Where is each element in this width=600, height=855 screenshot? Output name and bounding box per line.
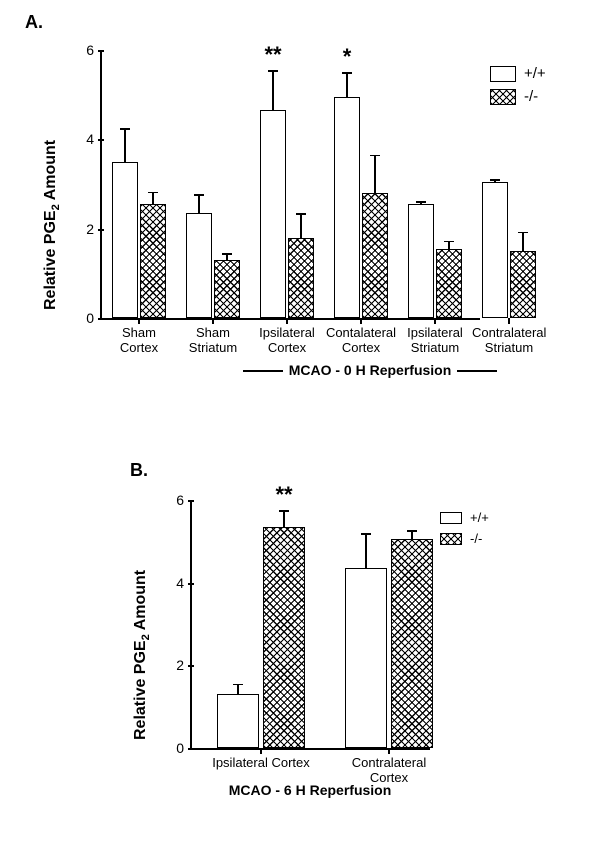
legend-item-wt-b: +/+ xyxy=(440,510,489,525)
chart-b-plot-area: 0246Ipsilateral Cortex**Contralateral Co… xyxy=(190,500,430,750)
x-group-label: Ipsilateral Cortex xyxy=(207,748,315,771)
chart-a-plot-area: 0246ShamCortexShamStriatumIpsilateralCor… xyxy=(100,50,480,320)
y-tick: 2 xyxy=(176,657,192,673)
significance-marker: ** xyxy=(258,42,288,68)
error-bar xyxy=(365,533,367,568)
legend-swatch-plain xyxy=(490,66,516,82)
y-tick: 0 xyxy=(176,740,192,756)
bar xyxy=(408,204,434,318)
bar xyxy=(288,238,314,318)
legend-swatch-plain-b xyxy=(440,512,462,524)
bar xyxy=(260,110,286,318)
error-bar xyxy=(522,232,524,251)
error-bar xyxy=(346,72,348,97)
bar xyxy=(263,527,305,748)
chart-b-ylabel: Relative PGE2 Amount xyxy=(132,570,152,740)
legend-swatch-hatched-b xyxy=(440,533,462,545)
bar xyxy=(140,204,166,318)
bar xyxy=(334,97,360,318)
chart-a-legend: +/+ -/- xyxy=(490,65,546,111)
error-bar xyxy=(374,155,376,193)
chart-b-subcaption: MCAO - 6 H Reperfusion xyxy=(190,782,430,798)
chart-a-subcaption: MCAO - 0 H Reperfusion xyxy=(210,362,530,378)
legend-label-wt: +/+ xyxy=(524,65,546,82)
error-bar xyxy=(283,510,285,527)
bar xyxy=(186,213,212,318)
error-bar xyxy=(420,201,422,204)
bar xyxy=(345,568,387,748)
error-bar xyxy=(198,194,200,213)
y-tick: 2 xyxy=(86,221,102,237)
error-bar xyxy=(152,192,154,205)
bar xyxy=(436,249,462,318)
legend-swatch-hatched xyxy=(490,89,516,105)
chart-b-legend: +/+ -/- xyxy=(440,510,489,552)
x-group-label: ShamCortex xyxy=(102,318,176,356)
x-group-label: ShamStriatum xyxy=(176,318,250,356)
significance-marker: ** xyxy=(269,482,299,508)
bar xyxy=(391,539,433,748)
legend-label-ko-b: -/- xyxy=(470,531,482,546)
chart-b: Relative PGE2 Amount 0246Ipsilateral Cor… xyxy=(130,480,530,840)
x-group-label: ContalateralCortex xyxy=(324,318,398,356)
legend-item-wt: +/+ xyxy=(490,65,546,82)
error-bar xyxy=(226,253,228,260)
bar xyxy=(510,251,536,318)
significance-marker: * xyxy=(332,44,362,70)
chart-a-ylabel: Relative PGE2 Amount xyxy=(42,140,62,310)
x-group-label: ContralateralStriatum xyxy=(472,318,546,356)
y-tick: 4 xyxy=(86,131,102,147)
bar xyxy=(482,182,508,318)
bar xyxy=(112,162,138,318)
error-bar xyxy=(300,213,302,238)
legend-item-ko-b: -/- xyxy=(440,531,489,546)
y-tick: 0 xyxy=(86,310,102,326)
y-tick: 6 xyxy=(86,42,102,58)
x-group-label: Contralateral Cortex xyxy=(335,748,443,786)
bar xyxy=(214,260,240,318)
legend-item-ko: -/- xyxy=(490,88,546,105)
error-bar xyxy=(411,530,413,539)
x-group-label: IpsilateralCortex xyxy=(250,318,324,356)
chart-a: Relative PGE2 Amount 0246ShamCortexShamS… xyxy=(40,30,560,420)
y-tick: 4 xyxy=(176,575,192,591)
legend-label-ko: -/- xyxy=(524,88,538,105)
panel-b-label: B. xyxy=(130,460,148,481)
error-bar xyxy=(448,241,450,249)
bar xyxy=(362,193,388,318)
error-bar xyxy=(124,128,126,162)
error-bar xyxy=(237,684,239,694)
legend-label-wt-b: +/+ xyxy=(470,510,489,525)
y-tick: 6 xyxy=(176,492,192,508)
error-bar xyxy=(494,179,496,182)
x-group-label: IpsilateralStriatum xyxy=(398,318,472,356)
error-bar xyxy=(272,70,274,110)
bar xyxy=(217,694,259,748)
